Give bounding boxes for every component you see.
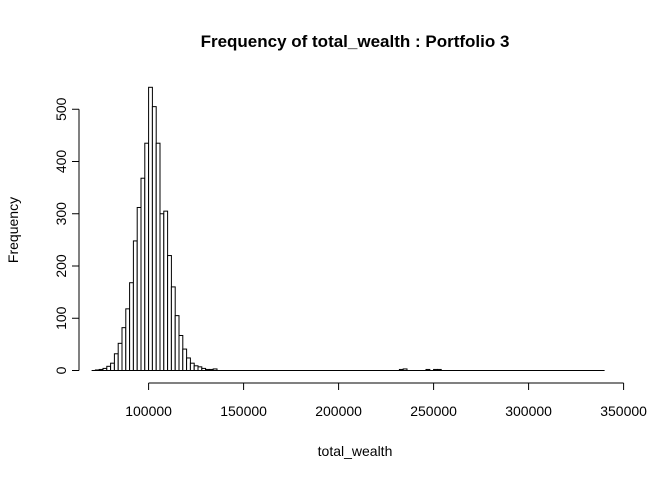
histogram-bar bbox=[170, 286, 176, 371]
histogram-bar bbox=[155, 142, 161, 371]
histogram-bar bbox=[121, 327, 127, 371]
histogram-bar bbox=[167, 255, 172, 371]
histogram-bar bbox=[186, 357, 191, 371]
y-tick-label: 300 bbox=[53, 202, 69, 226]
x-tick-label: 100000 bbox=[125, 403, 172, 419]
y-tick-label: 0 bbox=[53, 366, 69, 374]
histogram-bar bbox=[151, 106, 157, 371]
histogram-bar bbox=[189, 362, 195, 371]
y-tick-label: 400 bbox=[53, 150, 69, 174]
chart-title: Frequency of total_wealth : Portfolio 3 bbox=[201, 32, 510, 51]
histogram-bar bbox=[132, 240, 138, 371]
histogram-bar bbox=[113, 353, 119, 371]
histogram-bar bbox=[159, 213, 165, 371]
histogram-bar bbox=[144, 142, 150, 371]
histogram-bar bbox=[197, 366, 203, 371]
x-tick-label: 150000 bbox=[220, 403, 267, 419]
x-tick-label: 350000 bbox=[600, 403, 647, 419]
histogram-bar bbox=[129, 282, 134, 371]
y-tick-label: 500 bbox=[53, 97, 69, 121]
y-axis: 0 100 200 300 400 500 bbox=[53, 97, 80, 374]
x-axis: 100000 150000 200000 250000 300000 350000 bbox=[125, 382, 647, 419]
histogram-bar bbox=[136, 206, 142, 371]
histogram-bar bbox=[148, 86, 153, 372]
histogram-bar bbox=[125, 308, 131, 371]
x-tick-label: 250000 bbox=[410, 403, 457, 419]
histogram-bar bbox=[110, 362, 115, 371]
histogram-bar bbox=[163, 210, 169, 371]
x-tick-label: 200000 bbox=[315, 403, 362, 419]
histogram-bar bbox=[117, 342, 123, 371]
histogram-bar bbox=[178, 334, 184, 371]
histogram-bar bbox=[182, 348, 188, 372]
x-tick-label: 300000 bbox=[505, 403, 552, 419]
histogram-bar bbox=[106, 365, 112, 372]
y-tick-label: 200 bbox=[53, 254, 69, 278]
y-axis-label: Frequency bbox=[5, 197, 21, 263]
histogram-bar bbox=[174, 315, 180, 372]
histogram-bar bbox=[140, 177, 146, 371]
y-tick-label: 100 bbox=[53, 306, 69, 330]
histogram-bar bbox=[193, 365, 199, 371]
histogram-bars bbox=[94, 86, 442, 372]
x-axis-label: total_wealth bbox=[318, 443, 393, 459]
